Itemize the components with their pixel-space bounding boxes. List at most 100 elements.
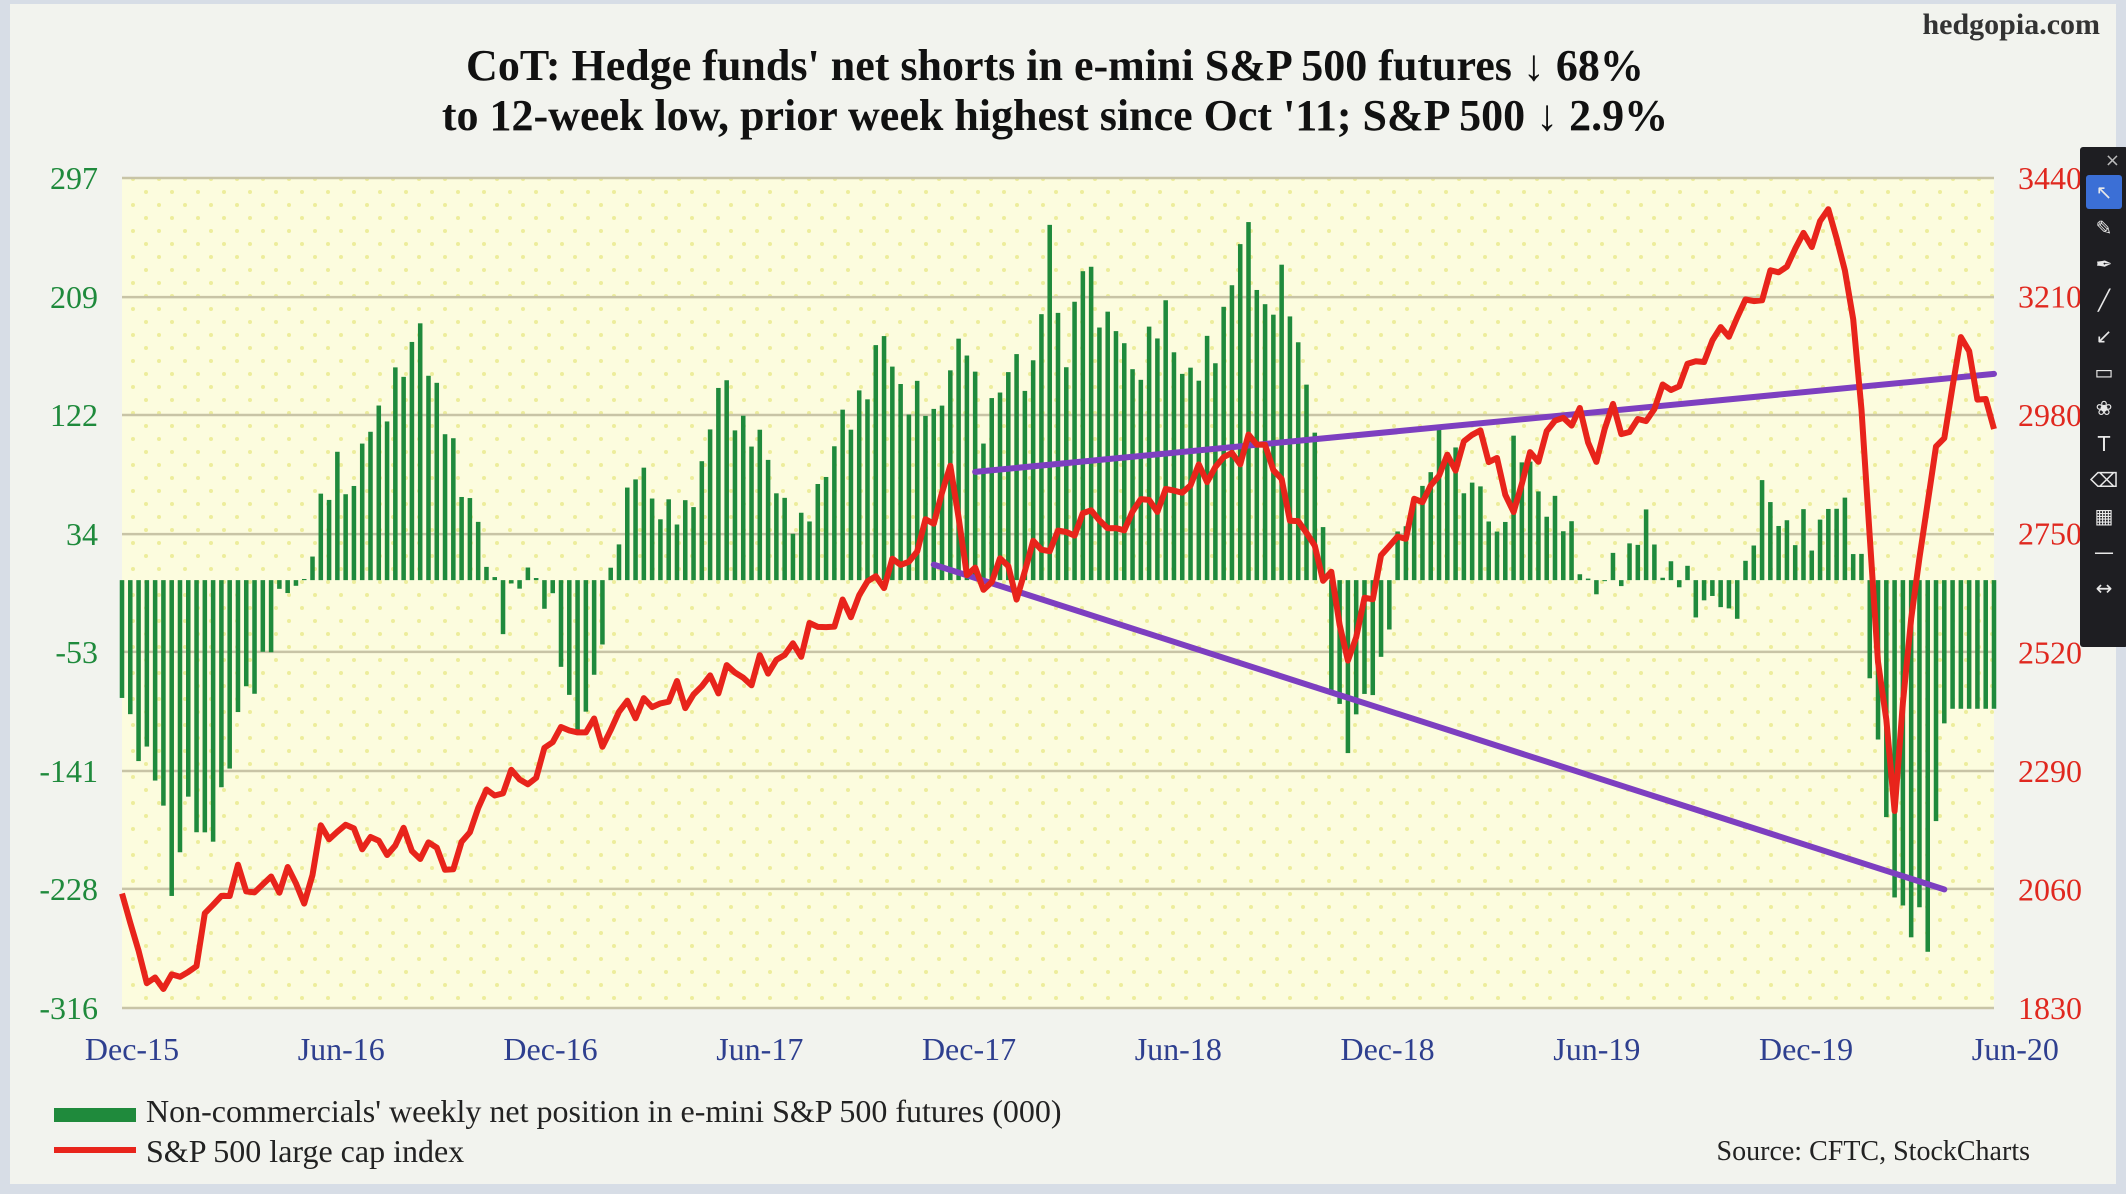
bar: [1047, 224, 1052, 581]
bar: [1917, 580, 1922, 908]
bar: [914, 380, 920, 581]
stroke-width-tool[interactable]: —: [2094, 540, 2114, 564]
pencil-tool[interactable]: ✎: [2095, 216, 2113, 240]
bar: [1900, 580, 1906, 906]
bar: [1975, 580, 1980, 709]
bar: [384, 421, 390, 581]
bar: [1801, 509, 1806, 581]
bar: [1295, 342, 1301, 581]
bar: [757, 429, 763, 581]
bar: [393, 367, 398, 581]
bar: [616, 544, 622, 581]
bar: [194, 580, 199, 833]
bar: [1246, 222, 1251, 581]
bar: [815, 483, 821, 581]
rectangle-tool[interactable]: ▭: [2094, 360, 2114, 384]
bar: [1039, 314, 1044, 581]
trendline: [972, 370, 1997, 475]
bar: [1304, 384, 1309, 581]
left-axis-tick-label: -53: [55, 634, 98, 670]
bar: [1403, 526, 1409, 581]
bar: [1701, 580, 1707, 601]
bar: [492, 577, 498, 581]
right-axis-tick-label: 2520: [2018, 634, 2082, 670]
bar: [1064, 367, 1069, 581]
marker-tool[interactable]: ✒: [2095, 252, 2113, 276]
close-icon[interactable]: ×: [2104, 149, 2120, 171]
bar: [732, 430, 738, 581]
bar: [1660, 577, 1665, 581]
bar: [856, 390, 862, 581]
line-tool[interactable]: ╱: [2097, 288, 2111, 312]
palette-tool[interactable]: ❀: [2095, 396, 2113, 420]
legend-line-label: S&P 500 large cap index: [146, 1133, 464, 1169]
right-axis-tick-label: 2980: [2018, 397, 2082, 433]
expand-tool[interactable]: ↔: [2095, 576, 2113, 600]
bar: [434, 382, 440, 581]
bar: [1337, 580, 1342, 704]
bar: [1527, 461, 1533, 581]
bar: [1983, 580, 1988, 709]
watermark: hedgopia.com: [1922, 8, 2100, 41]
bar: [1237, 244, 1243, 581]
bar: [1138, 379, 1144, 581]
chart-frame: 297 209 122 34 -53 -141 -228 -316 3440 3210 2980 2…: [10, 4, 2126, 1184]
bar: [326, 499, 332, 581]
bar: [691, 507, 696, 581]
bar: [1478, 486, 1483, 581]
bar: [1080, 271, 1086, 581]
left-axis-tick-label: 122: [50, 397, 98, 433]
x-axis-tick-label: Dec-16: [503, 1031, 597, 1067]
left-axis-tick-label: -141: [39, 753, 98, 789]
eraser-tool[interactable]: ⌫: [2089, 468, 2119, 492]
x-axis-tick-label: Jun-17: [716, 1031, 803, 1067]
bar: [1420, 485, 1425, 581]
bar: [848, 429, 854, 581]
text-tool[interactable]: T: [2097, 432, 2111, 456]
sp500-line: [119, 206, 1997, 992]
bar: [798, 512, 804, 581]
bar: [790, 533, 796, 581]
bar: [583, 580, 589, 712]
bar: [774, 493, 779, 581]
bar: [749, 446, 754, 581]
bar: [1991, 580, 1997, 709]
bar: [1353, 580, 1359, 715]
left-axis-tick-label: 34: [66, 516, 98, 552]
bar: [351, 485, 357, 581]
bar: [177, 580, 183, 853]
bar: [658, 519, 663, 581]
bar: [1022, 390, 1028, 581]
bar: [997, 392, 1003, 581]
bar: [716, 387, 721, 581]
x-axis-tick-label: Dec-18: [1340, 1031, 1434, 1067]
arrow-tool[interactable]: ↙: [2095, 324, 2113, 348]
bar: [1859, 553, 1864, 581]
bar: [1536, 491, 1541, 581]
bar: [1387, 580, 1392, 630]
pattern-tool[interactable]: ▦: [2094, 504, 2114, 528]
bar: [1121, 343, 1127, 581]
bar: [1908, 580, 1914, 938]
bar: [1776, 525, 1781, 581]
legend-line-swatch: [54, 1147, 136, 1153]
bar: [1842, 497, 1848, 581]
bar: [484, 566, 489, 581]
bar: [1378, 580, 1384, 657]
bar: [1519, 462, 1525, 581]
bar: [1411, 497, 1417, 581]
bar: [1544, 516, 1549, 581]
pointer-tool[interactable]: ↖: [2086, 175, 2122, 209]
bar: [1436, 428, 1442, 581]
bar: [525, 567, 531, 581]
bar: [865, 399, 870, 581]
bar: [1892, 580, 1897, 898]
right-axis-tick-label: 3210: [2018, 279, 2082, 315]
bar: [1494, 531, 1500, 581]
bar: [807, 521, 812, 581]
bar: [906, 414, 912, 581]
bar: [1204, 335, 1210, 581]
bar: [1817, 519, 1823, 581]
bar: [1685, 565, 1690, 581]
bar: [252, 580, 257, 694]
